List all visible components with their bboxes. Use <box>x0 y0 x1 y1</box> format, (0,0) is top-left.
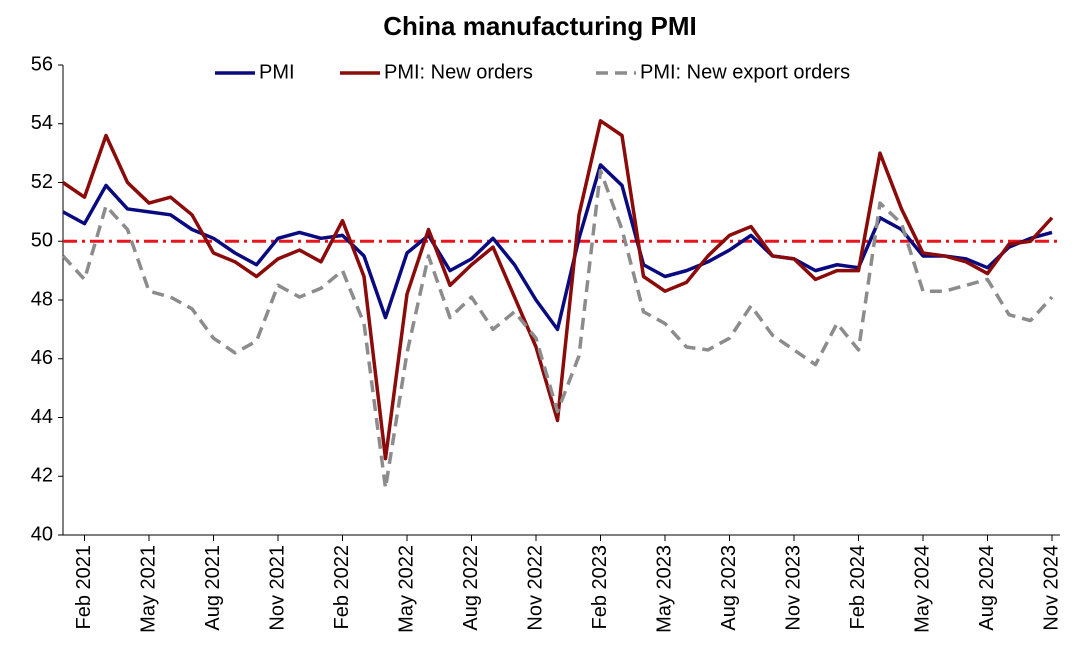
legend-label: PMI: New export orders <box>640 61 850 83</box>
x-tick-label: May 2022 <box>395 545 417 633</box>
y-tick-label: 56 <box>31 53 53 75</box>
series-line <box>62 119 1054 461</box>
series-line <box>62 163 1053 332</box>
legend-label: PMI: New orders <box>384 61 533 83</box>
y-tick-label: 50 <box>31 230 53 252</box>
y-tick-label: 40 <box>31 523 53 545</box>
x-tick-label: Feb 2023 <box>589 545 611 630</box>
y-tick-label: 54 <box>31 112 53 134</box>
x-tick-label: Nov 2024 <box>1040 545 1062 631</box>
x-tick-label: Aug 2023 <box>718 545 740 631</box>
x-tick-label: Nov 2022 <box>524 545 546 631</box>
x-tick-label: Feb 2021 <box>73 545 95 630</box>
x-tick-label: Nov 2023 <box>782 545 804 631</box>
x-tick-label: May 2021 <box>137 545 159 633</box>
y-tick-label: 48 <box>31 288 53 310</box>
x-tick-label: Aug 2021 <box>202 545 224 631</box>
y-tick-label: 52 <box>31 171 53 193</box>
x-tick-label: May 2023 <box>653 545 675 633</box>
x-tick-label: Aug 2022 <box>460 545 482 631</box>
legend-label: PMI <box>259 61 295 83</box>
x-tick-label: Nov 2021 <box>266 545 288 631</box>
x-tick-label: Aug 2024 <box>976 545 998 631</box>
y-tick-label: 42 <box>31 465 53 487</box>
series-line <box>61 169 1054 490</box>
x-tick-label: Feb 2024 <box>847 545 869 630</box>
y-tick-label: 46 <box>31 347 53 369</box>
y-tick-label: 44 <box>31 406 53 428</box>
x-tick-label: May 2024 <box>911 545 933 633</box>
chart-title: China manufacturing PMI <box>383 11 696 41</box>
x-tick-label: Feb 2022 <box>331 545 353 630</box>
